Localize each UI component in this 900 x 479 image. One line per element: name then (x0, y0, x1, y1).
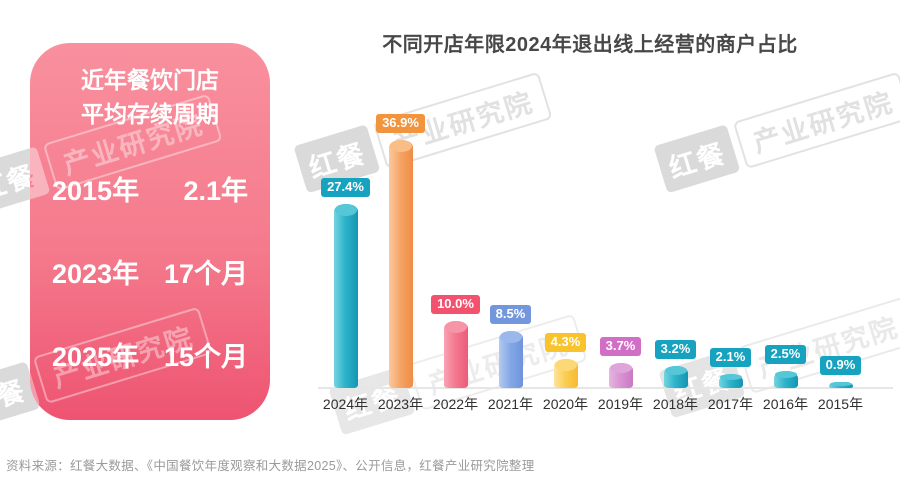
bar (443, 321, 468, 388)
card-row-year: 2023年 (52, 259, 140, 290)
bar-cap (334, 204, 357, 216)
value-badge: 8.5% (489, 305, 532, 324)
source-note: 资料来源：红餐大数据、《中国餐饮年度观察和大数据2025》、公开信息，红餐产业研… (6, 459, 535, 473)
bar-column: 2.5% (758, 105, 813, 388)
x-axis-label: 2023年 (377, 396, 424, 412)
x-axis-label: 2020年 (542, 396, 589, 412)
x-axis-label: 2024年 (322, 396, 369, 412)
bar-column: 3.2% (648, 105, 703, 388)
card-row-value: 15个月 (163, 342, 248, 373)
value-badge: 4.3% (544, 333, 587, 352)
x-axis-label: 2022年 (432, 396, 479, 412)
x-axis-label: 2018年 (652, 396, 699, 412)
x-axis-label: 2021年 (487, 396, 534, 412)
x-axis-line (318, 387, 893, 389)
bar-column: 27.4% (318, 105, 373, 388)
x-axis-label: 2016年 (762, 396, 809, 412)
bar-column: 0.9% (813, 105, 868, 388)
value-badge: 2.1% (709, 348, 752, 367)
bar-column: 4.3% (538, 105, 593, 388)
bar-cap (499, 331, 522, 343)
value-badge: 3.7% (599, 337, 642, 356)
bar-column: 36.9% (373, 105, 428, 388)
bar-cap (829, 382, 852, 386)
card-row-2025: 2025年 15个月 (52, 335, 248, 374)
bar-cap (609, 363, 632, 373)
card-title-line2: 平均存续周期 (81, 101, 219, 128)
bar (718, 374, 743, 388)
value-badge: 3.2% (654, 340, 697, 359)
card-title-line1: 近年餐饮门店 (81, 67, 219, 93)
bar (553, 359, 578, 388)
bar-column: 8.5% (483, 105, 538, 388)
x-axis-label: 2017年 (707, 396, 754, 412)
bar-cap (664, 366, 687, 375)
bar-cap (389, 140, 412, 152)
card-row-year: 2025年 (52, 342, 140, 373)
bar (773, 371, 798, 388)
bar-column: 10.0% (428, 105, 483, 388)
bar (333, 204, 358, 388)
bar-cap (444, 321, 467, 333)
bar (498, 331, 523, 388)
bar-cap (719, 374, 742, 380)
x-axis-label: 2015年 (817, 396, 864, 412)
card-row-2023: 2023年 17个月 (52, 252, 248, 291)
bar (608, 363, 633, 388)
bar-column: 3.7% (593, 105, 648, 388)
value-badge: 2.5% (764, 345, 807, 364)
card-row-value: 2.1年 (183, 176, 248, 207)
bar (828, 382, 853, 388)
bar-column: 2.1% (703, 105, 758, 388)
card-row-2015: 2015年 2.1年 (52, 169, 248, 208)
value-badge: 0.9% (819, 356, 862, 375)
card-title: 近年餐饮门店 平均存续周期 (30, 63, 270, 131)
bar-cap (774, 371, 797, 378)
value-badge: 36.9% (376, 114, 425, 133)
bar-chart-plot: 27.4% 36.9% 10.0% 8.5% 4.3% 3.7% 3.2% 2.1% 2.5% 0… (318, 105, 868, 388)
bar (663, 366, 688, 388)
card-row-value: 17个月 (163, 259, 248, 290)
value-badge: 27.4% (321, 178, 370, 197)
bar-cap (554, 359, 577, 371)
survival-period-card: 红餐 产业研究院 红餐 产业研究院 近年餐饮门店 平均存续周期 2015年 2.… (30, 43, 270, 420)
value-badge: 10.0% (431, 295, 480, 314)
chart-title: 不同开店年限2024年退出线上经营的商户占比 (382, 34, 798, 56)
x-axis-labels: 2024年 2023年 2022年 2021年 2020年 2019年 2018年 2017年… (318, 394, 868, 414)
card-row-year: 2015年 (52, 176, 140, 207)
bar (388, 140, 413, 388)
x-axis-label: 2019年 (597, 396, 644, 412)
